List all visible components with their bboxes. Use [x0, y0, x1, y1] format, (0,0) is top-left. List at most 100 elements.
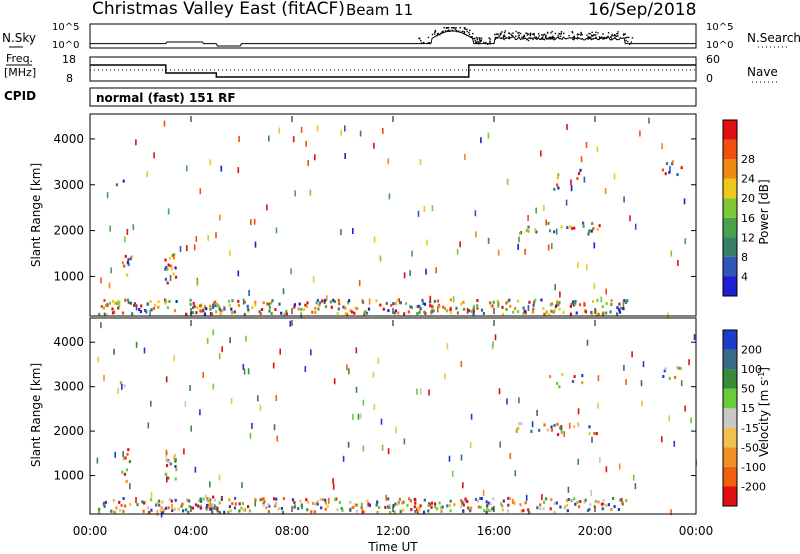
noise-dot: [613, 34, 616, 36]
noise-dot: [591, 31, 593, 33]
echo-cell: [550, 302, 553, 306]
noise-dot: [428, 42, 431, 44]
echo-cell: [490, 305, 493, 309]
noise-dot: [441, 32, 444, 34]
noise-dot: [448, 27, 450, 29]
echo-cell: [625, 499, 628, 503]
echo-cell: [183, 448, 185, 455]
echo-cell: [661, 168, 664, 172]
echo-cell: [169, 462, 172, 466]
echo-cell: [522, 509, 525, 513]
colorbar-segment: [723, 388, 737, 409]
ytick-label: 2000: [53, 424, 84, 438]
echo-cell: [114, 451, 116, 458]
echo-cell: [393, 311, 396, 315]
echo-cell: [431, 304, 434, 308]
noise-dot: [452, 27, 455, 29]
echo-cell: [146, 302, 149, 306]
echo-cell: [486, 507, 489, 511]
velocity-colorbar-label: Velocity [m s-1]: [757, 367, 772, 457]
echo-cell: [605, 302, 608, 305]
time-xaxis: 00:00 04:00 08:00 12:00 16:00 20:00 00:00: [73, 116, 713, 538]
echo-cell: [336, 508, 339, 512]
echo-cell: [166, 476, 168, 483]
echo-cell: [566, 499, 569, 503]
echo-cell: [118, 304, 121, 308]
echo-cell: [188, 504, 191, 508]
echo-cell: [505, 308, 508, 311]
echo-cell: [207, 497, 211, 501]
echo-cell: [413, 505, 416, 509]
echo-cell: [173, 456, 176, 460]
noise-dot: [603, 38, 605, 40]
xtick-label: 20:00: [578, 524, 613, 538]
echo-cell: [108, 282, 111, 289]
echo-cell: [218, 501, 221, 505]
echo-cell: [242, 298, 245, 305]
echo-cell: [634, 223, 637, 230]
noise-dot: [510, 33, 512, 35]
echo-cell: [523, 309, 526, 313]
echo-cell: [358, 280, 361, 287]
noise-dot: [515, 30, 517, 33]
echo-cell: [142, 509, 145, 513]
noise-dot: [515, 35, 517, 38]
echo-cell: [570, 499, 573, 503]
noise-dot: [489, 38, 491, 40]
echo-cell: [586, 264, 588, 271]
echo-cell: [632, 474, 635, 481]
echo-cell: [192, 306, 195, 310]
echo-cell: [461, 501, 464, 505]
noise-dot: [538, 35, 541, 37]
echo-cell: [175, 300, 178, 303]
colorbar-tick: -100: [741, 461, 766, 474]
echo-cell: [525, 494, 528, 501]
echo-cell: [556, 381, 559, 385]
echo-cell: [237, 299, 240, 303]
echo-cell: [165, 266, 168, 269]
echo-cell: [578, 172, 581, 176]
echo-cell: [218, 353, 221, 360]
echo-cell: [268, 305, 271, 309]
echo-cell: [623, 299, 626, 303]
noise-dot: [625, 37, 627, 39]
echo-cell: [215, 310, 218, 314]
echo-cell: [273, 424, 276, 431]
echo-cell: [324, 501, 327, 505]
echo-cell: [144, 500, 147, 504]
echo-cell: [306, 301, 309, 305]
echo-cell: [596, 227, 599, 231]
echo-cell: [164, 299, 168, 303]
echo-cell: [215, 232, 217, 239]
noise-dot: [577, 36, 579, 39]
echo-cell: [392, 302, 395, 306]
echo-cell: [332, 478, 334, 485]
echo-cell: [448, 504, 452, 508]
echo-cell: [174, 477, 177, 481]
echo-cell: [220, 309, 223, 313]
echo-cell: [558, 385, 561, 389]
echo-cell: [158, 503, 161, 507]
echo-cell: [312, 502, 315, 505]
echo-cell: [674, 375, 677, 379]
noise-dot: [557, 36, 560, 39]
echo-cell: [129, 257, 132, 261]
echo-cell: [671, 162, 674, 166]
noise-dot: [472, 37, 474, 40]
noise-dot: [489, 40, 491, 42]
echo-cell: [622, 300, 625, 307]
echo-cell: [293, 505, 296, 509]
echo-cell: [437, 306, 439, 313]
echo-cell: [278, 302, 281, 306]
noise-dot: [459, 27, 461, 29]
echo-cell: [610, 303, 613, 306]
echo-cell: [570, 179, 572, 186]
echo-cell: [165, 376, 168, 383]
echo-cell: [587, 230, 591, 234]
echo-cell: [587, 232, 590, 236]
echo-cell: [432, 309, 435, 313]
echo-cell: [167, 506, 170, 510]
echo-cell: [356, 307, 359, 311]
noise-dot: [448, 29, 450, 31]
echo-cell: [150, 308, 153, 312]
